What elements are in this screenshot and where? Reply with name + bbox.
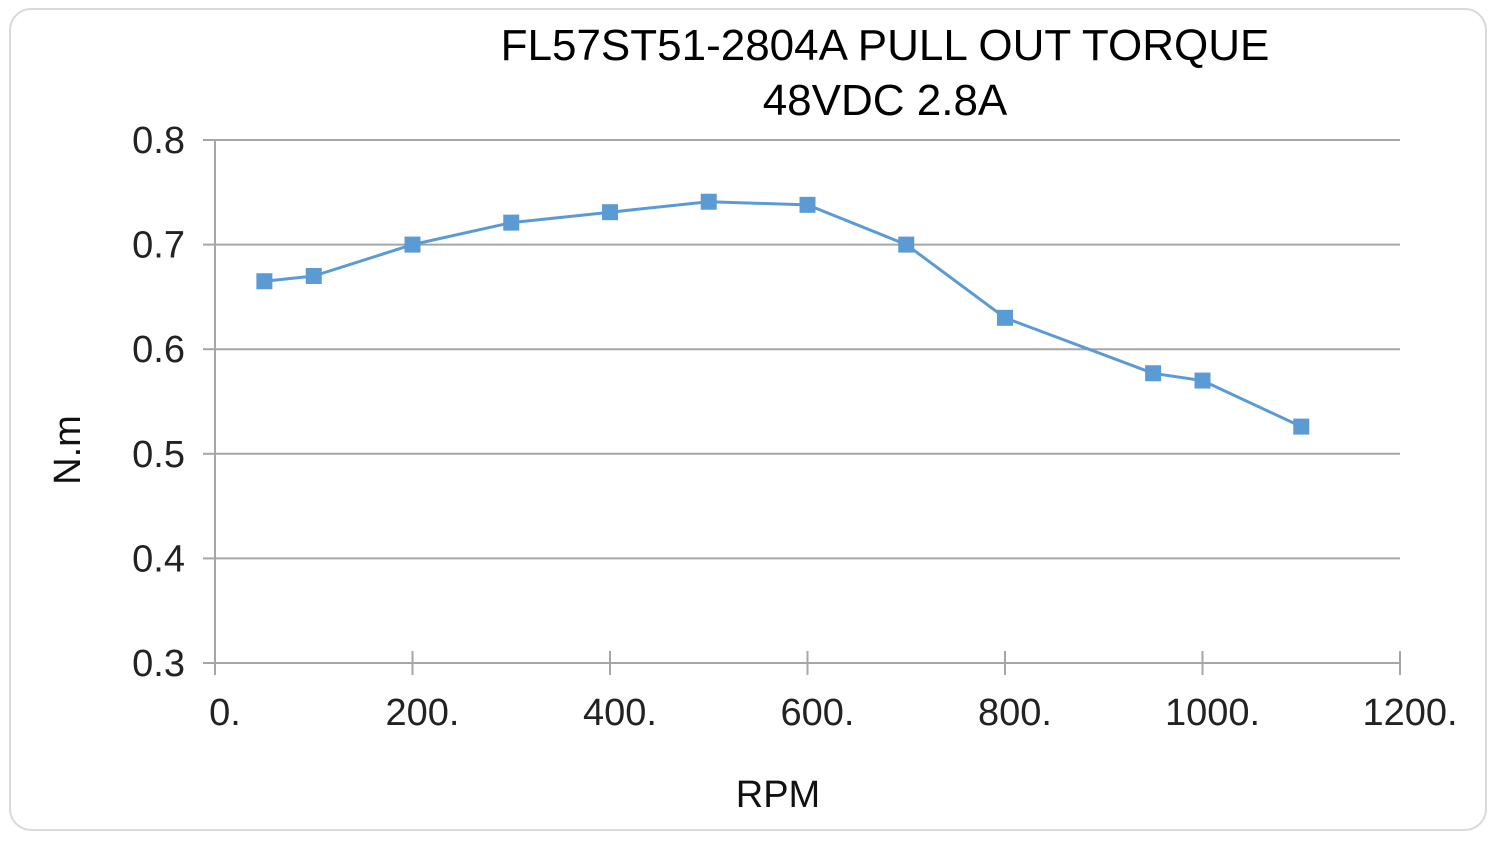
series-layer bbox=[256, 193, 1310, 435]
series-line bbox=[264, 200, 1302, 428]
y-tick-label: 0.8 bbox=[132, 120, 185, 162]
data-point-marker bbox=[700, 193, 717, 210]
axes bbox=[203, 139, 1401, 675]
data-point-marker bbox=[1194, 372, 1211, 389]
y-tick-label: 0.6 bbox=[132, 329, 185, 371]
x-tick-label: 800. bbox=[978, 692, 1052, 734]
chart-title: FL57ST51-2804A PULL OUT TORQUE bbox=[501, 21, 1270, 70]
y-tick-label: 0.5 bbox=[132, 434, 185, 476]
data-point-marker bbox=[1293, 418, 1310, 435]
gridlines bbox=[215, 139, 1400, 664]
x-tick-label: 1000. bbox=[1165, 692, 1260, 734]
x-tick-label: 0. bbox=[209, 692, 241, 734]
data-point-marker bbox=[1145, 365, 1162, 382]
data-point-marker bbox=[404, 236, 421, 253]
x-tick-label: 600. bbox=[781, 692, 855, 734]
x-tick-label: 1200. bbox=[1362, 692, 1457, 734]
y-tick-label: 0.7 bbox=[132, 225, 185, 267]
data-point-marker bbox=[256, 273, 273, 290]
x-tick-label: 400. bbox=[583, 692, 657, 734]
data-point-marker bbox=[503, 214, 520, 231]
data-point-marker bbox=[997, 309, 1013, 326]
data-point-marker bbox=[602, 204, 618, 221]
y-tick-label: 0.4 bbox=[132, 538, 185, 580]
y-tick-label: 0.3 bbox=[132, 643, 185, 685]
chart-frame bbox=[9, 8, 1487, 831]
x-tick-label: 200. bbox=[386, 692, 460, 734]
data-point-marker bbox=[898, 236, 915, 253]
data-point-marker bbox=[305, 267, 322, 284]
y-axis-label: N.m bbox=[47, 415, 89, 485]
data-point-marker bbox=[799, 196, 816, 213]
x-axis-label: RPM bbox=[736, 774, 820, 816]
tick-labels: 0.3 0.4 0.5 0.6 0.7 0.8 0. 200. 400. 600. 800. 1000… bbox=[132, 120, 1457, 734]
chart-subtitle: 48VDC 2.8A bbox=[763, 76, 1008, 125]
